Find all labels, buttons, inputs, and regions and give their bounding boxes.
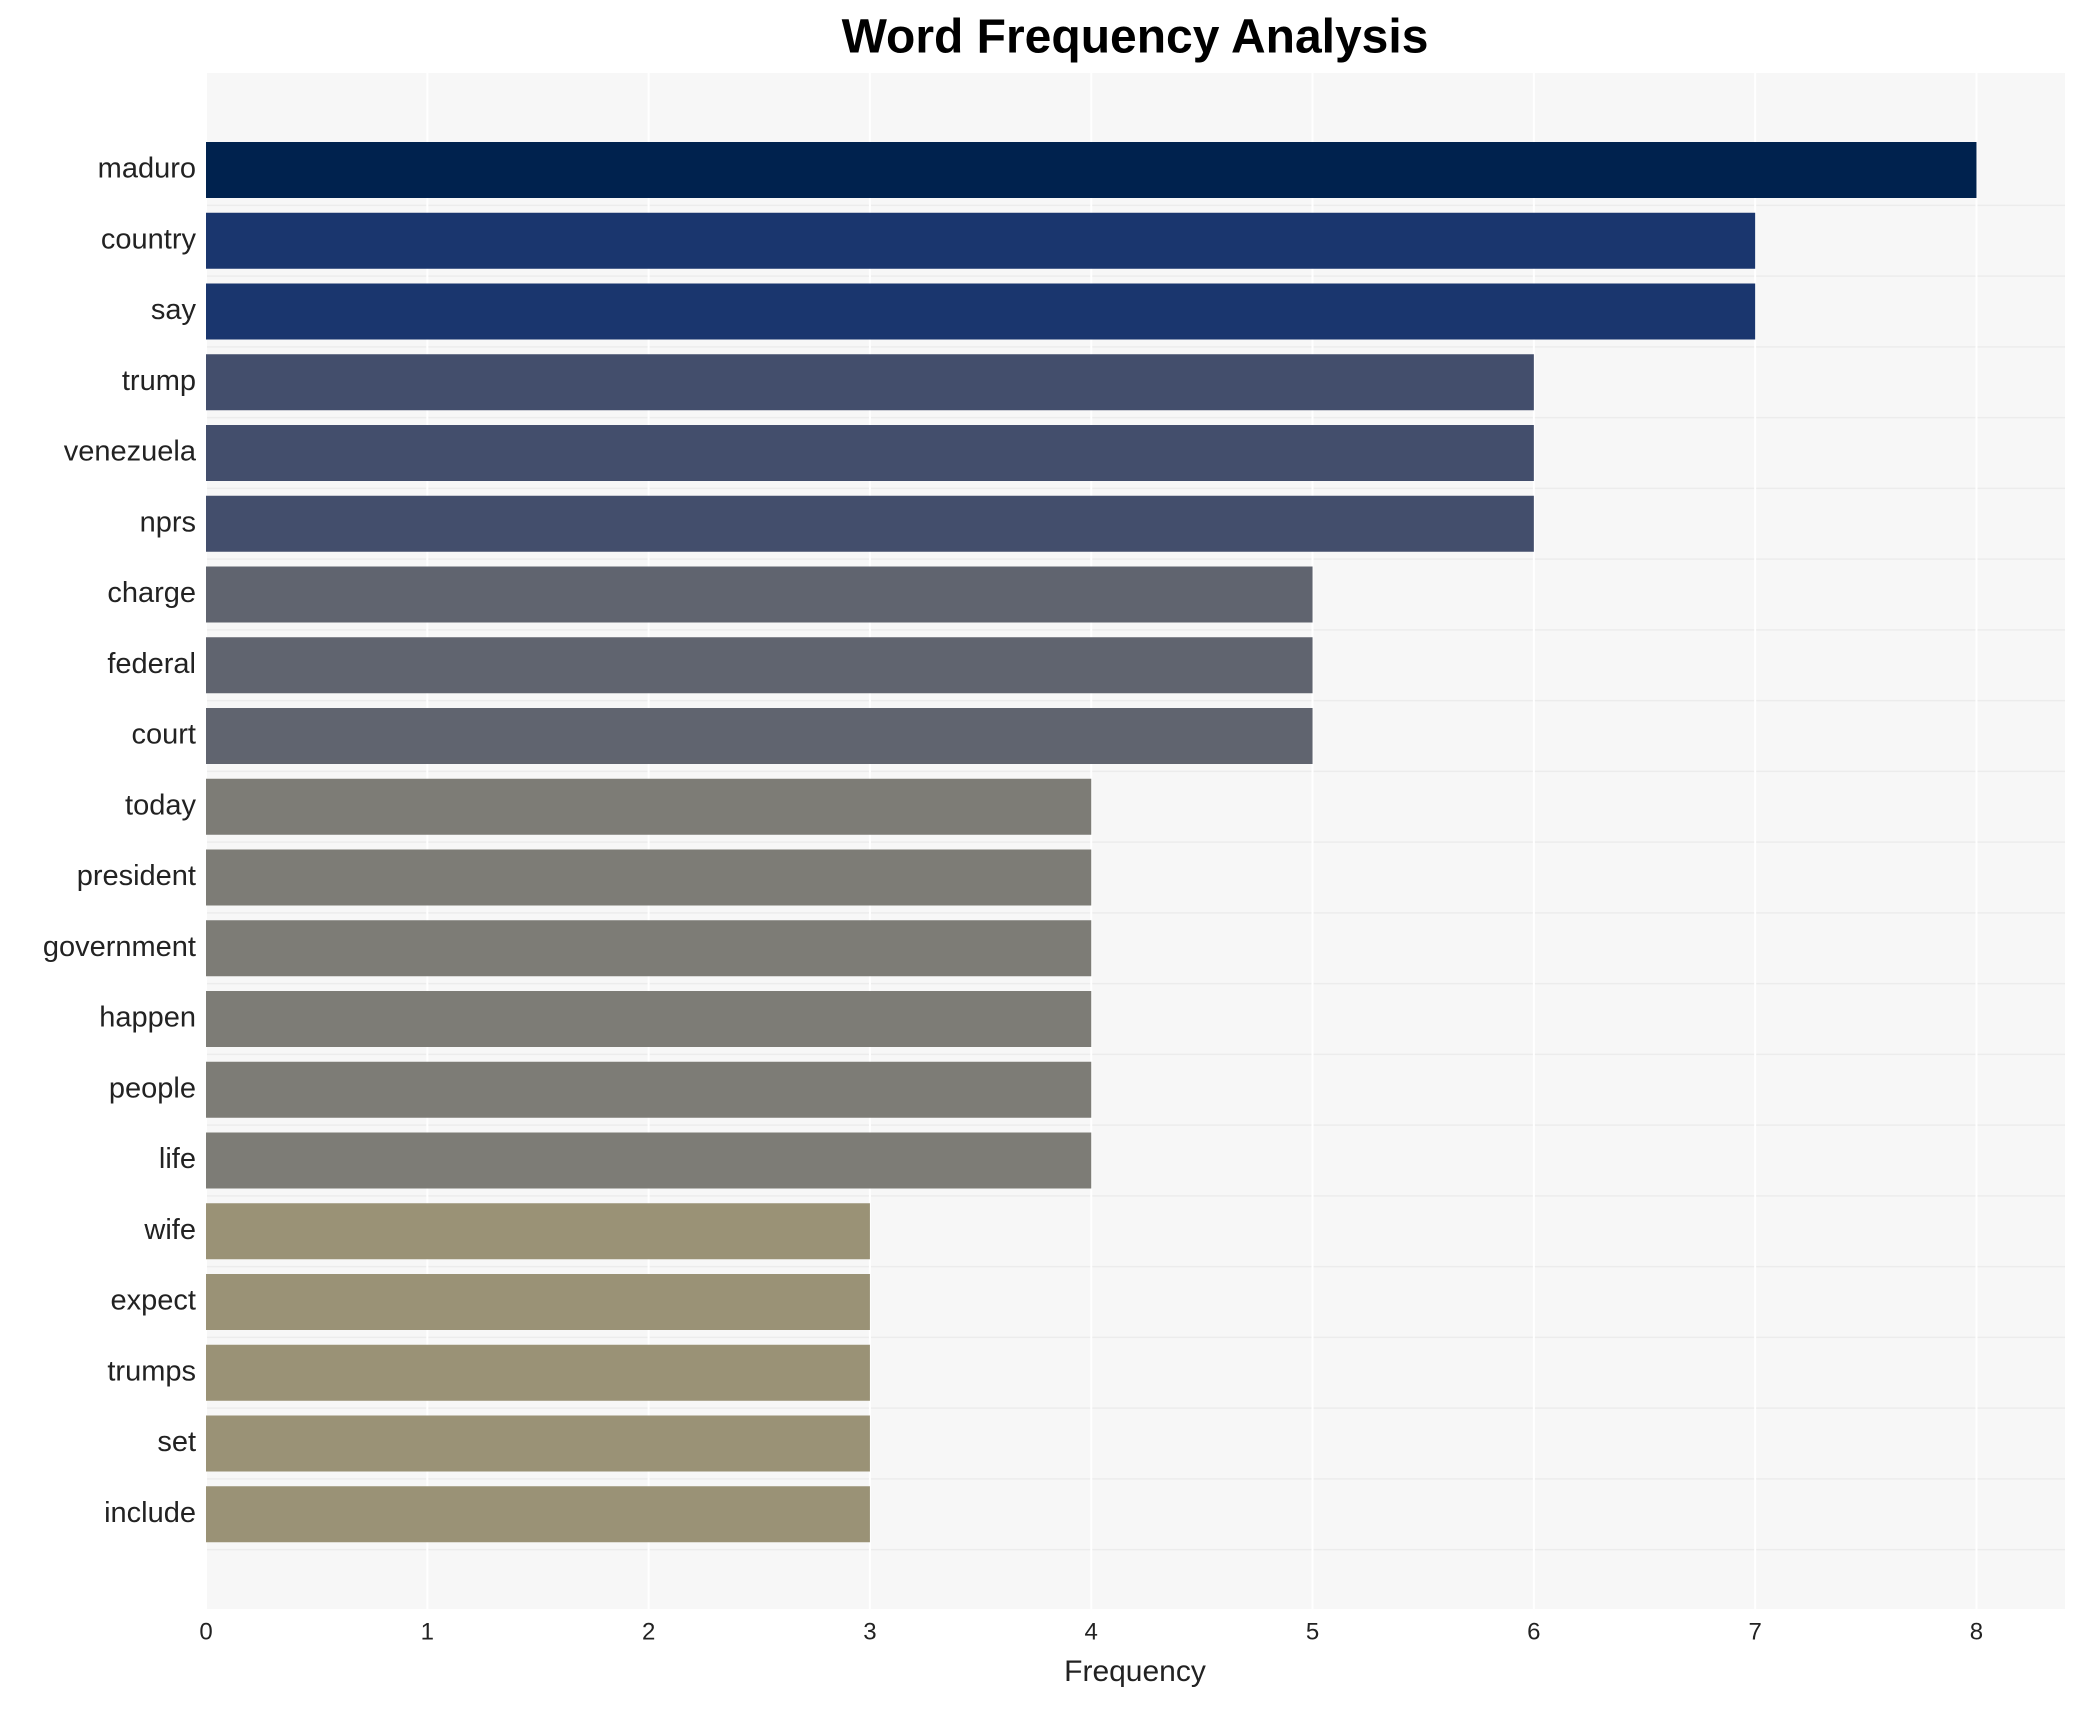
y-tick-label: venezuela <box>64 436 197 468</box>
y-tick-label: president <box>77 860 196 892</box>
y-tick-label: charge <box>107 577 196 609</box>
x-tick-label: 5 <box>1306 1618 1319 1645</box>
x-tick-label: 3 <box>863 1618 876 1645</box>
y-tick-label: say <box>151 294 197 326</box>
bar <box>206 212 1756 269</box>
y-tick-label: wife <box>143 1214 196 1246</box>
y-tick-label: nprs <box>140 506 196 538</box>
y-tick-label: people <box>109 1072 196 1104</box>
chart-title: Word Frequency Analysis <box>842 11 1429 64</box>
bar <box>206 920 1092 977</box>
y-tick-label: expect <box>111 1285 196 1317</box>
x-tick-label: 6 <box>1527 1618 1540 1645</box>
y-tick-label: trumps <box>107 1355 196 1387</box>
y-tick-label: country <box>101 223 197 255</box>
x-tick-label: 7 <box>1748 1618 1761 1645</box>
y-tick-label: trump <box>122 365 196 397</box>
x-tick-label: 0 <box>199 1618 212 1645</box>
bar <box>206 1203 870 1260</box>
bar <box>206 637 1313 694</box>
y-tick-label: happen <box>99 1002 196 1034</box>
bar <box>206 991 1092 1047</box>
y-tick-label: maduro <box>98 153 196 185</box>
x-tick-label: 2 <box>642 1618 655 1645</box>
x-tick-label: 4 <box>1085 1618 1098 1645</box>
bar <box>206 778 1092 835</box>
y-tick-label: include <box>104 1497 196 1529</box>
bar <box>206 1486 870 1543</box>
bar <box>206 1415 870 1472</box>
bar <box>206 495 1534 552</box>
bar <box>206 425 1534 481</box>
x-tick-label: 8 <box>1970 1618 1983 1645</box>
bar <box>206 283 1756 340</box>
y-tick-label: federal <box>107 648 196 680</box>
y-tick-label: life <box>159 1143 196 1175</box>
bar <box>206 1061 1092 1118</box>
bar <box>206 708 1313 764</box>
y-tick-label: court <box>132 719 196 751</box>
bar <box>206 142 1977 198</box>
y-tick-label: set <box>157 1426 196 1458</box>
x-axis-label: Frequency <box>1064 1655 1206 1688</box>
bar <box>206 1274 870 1330</box>
bar <box>206 1132 1092 1189</box>
bar <box>206 849 1092 906</box>
y-tick-label: today <box>125 789 196 821</box>
bar <box>206 1344 870 1401</box>
y-tick-label: government <box>43 931 196 963</box>
x-tick-label: 1 <box>421 1618 434 1645</box>
bar <box>206 354 1534 411</box>
bar <box>206 566 1313 623</box>
